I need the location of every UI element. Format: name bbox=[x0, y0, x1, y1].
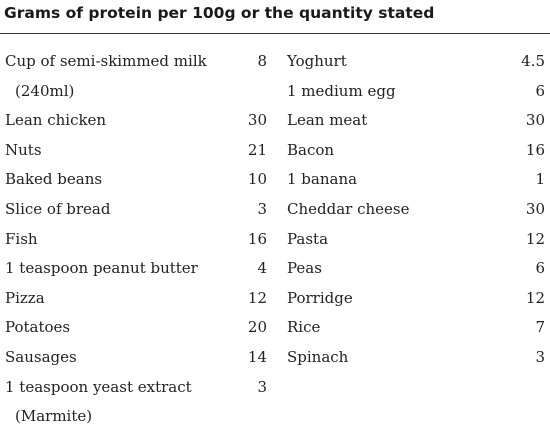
food-label: Slice of bread bbox=[5, 199, 111, 218]
food-label: 1 banana bbox=[287, 170, 358, 189]
protein-value: 30 bbox=[247, 111, 267, 130]
protein-value: 30 bbox=[525, 199, 545, 218]
protein-value: 16 bbox=[247, 229, 267, 248]
food-label: Baked beans bbox=[5, 170, 103, 189]
protein-value: 4.5 bbox=[521, 52, 545, 70]
table-row: Spinach 3 bbox=[287, 343, 545, 373]
food-label: Bacon bbox=[287, 140, 335, 159]
food-label: 1 medium egg bbox=[287, 81, 396, 100]
food-label: Rice bbox=[287, 318, 321, 337]
table-row: Sausages 14 bbox=[5, 343, 267, 373]
table-row: 1 teaspoon yeast extract (Marmite) 3 bbox=[5, 373, 267, 432]
protein-value: 20 bbox=[247, 318, 267, 337]
protein-value: 8 bbox=[257, 52, 267, 70]
left-column: Cup of semi-skimmed milk (240ml) 8 Lean … bbox=[5, 47, 267, 432]
food-label-continuation: (240ml) bbox=[15, 81, 75, 100]
table-row: Rice 7 bbox=[287, 313, 545, 343]
heading-divider bbox=[0, 33, 550, 34]
protein-value: 30 bbox=[525, 111, 545, 130]
food-label: Peas bbox=[287, 259, 322, 278]
protein-value: 4 bbox=[257, 259, 267, 278]
food-label: 1 teaspoon peanut butter bbox=[5, 259, 198, 278]
protein-value: 12 bbox=[525, 288, 545, 307]
food-label: Porridge bbox=[287, 288, 353, 307]
table-row: Cup of semi-skimmed milk (240ml) 8 bbox=[5, 47, 267, 106]
table-row: Nuts 21 bbox=[5, 136, 267, 166]
table-heading: Grams of protein per 100g or the quantit… bbox=[4, 4, 435, 22]
protein-value: 12 bbox=[247, 288, 267, 307]
table-row: Fish 16 bbox=[5, 225, 267, 255]
food-label: Pizza bbox=[5, 288, 45, 307]
table-row: Porridge 12 bbox=[287, 284, 545, 314]
protein-value: 1 bbox=[535, 170, 545, 189]
protein-value: 6 bbox=[535, 259, 545, 278]
protein-value: 6 bbox=[535, 81, 545, 100]
table-row: Pasta 12 bbox=[287, 225, 545, 255]
food-label: Potatoes bbox=[5, 318, 71, 337]
food-label: 1 teaspoon yeast extract bbox=[5, 377, 192, 396]
table-row: Potatoes 20 bbox=[5, 313, 267, 343]
protein-value: 16 bbox=[525, 140, 545, 159]
food-label: Pasta bbox=[287, 229, 329, 248]
protein-value: 7 bbox=[535, 318, 545, 337]
table-row: Cheddar cheese 30 bbox=[287, 195, 545, 225]
table-row: Bacon 16 bbox=[287, 136, 545, 166]
food-label: Cup of semi-skimmed milk bbox=[5, 52, 207, 70]
table-row: Lean chicken 30 bbox=[5, 106, 267, 136]
table-row: 1 banana 1 bbox=[287, 165, 545, 195]
table-row: Baked beans 10 bbox=[5, 165, 267, 195]
table-row: Pizza 12 bbox=[5, 284, 267, 314]
food-label: Nuts bbox=[5, 140, 42, 159]
food-label: Cheddar cheese bbox=[287, 199, 410, 218]
food-label: Spinach bbox=[287, 347, 349, 366]
table-row: Lean meat 30 bbox=[287, 106, 545, 136]
protein-value: 3 bbox=[535, 347, 545, 366]
table-row: Yoghurt 4.5 bbox=[287, 47, 545, 77]
table-row: Slice of bread 3 bbox=[5, 195, 267, 225]
protein-value: 3 bbox=[257, 199, 267, 218]
food-label: Lean meat bbox=[287, 111, 368, 130]
protein-value: 14 bbox=[247, 347, 267, 366]
protein-value: 10 bbox=[247, 170, 267, 189]
food-label-continuation: (Marmite) bbox=[15, 407, 93, 426]
food-label: Sausages bbox=[5, 347, 77, 366]
protein-value: 12 bbox=[525, 229, 545, 248]
table-row: 1 medium egg 6 bbox=[287, 77, 545, 107]
food-label: Fish bbox=[5, 229, 38, 248]
food-label: Yoghurt bbox=[287, 52, 347, 70]
protein-value: 21 bbox=[247, 140, 267, 159]
right-column: Yoghurt 4.5 1 medium egg 6 Lean meat 30 … bbox=[287, 47, 545, 373]
table-row: Peas 6 bbox=[287, 254, 545, 284]
table-row: 1 teaspoon peanut butter 4 bbox=[5, 254, 267, 284]
protein-value: 3 bbox=[257, 377, 267, 396]
food-label: Lean chicken bbox=[5, 111, 107, 130]
